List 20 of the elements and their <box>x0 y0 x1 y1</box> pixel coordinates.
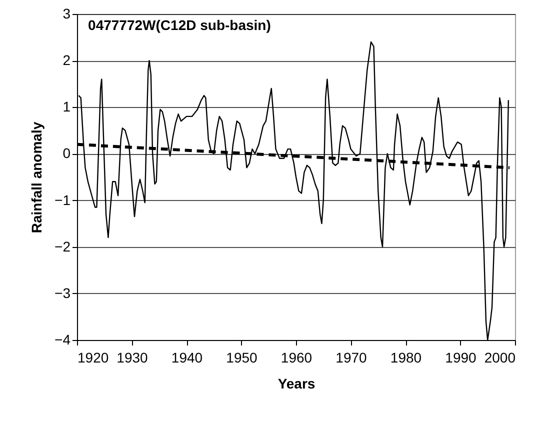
y-tick-label: −3 <box>54 284 71 301</box>
chart-title: 0477772W(C12D sub-basin) <box>88 17 271 33</box>
x-tick-label: 1960 <box>280 350 312 366</box>
x-tick-label: 1940 <box>171 350 203 366</box>
x-tick-label: 1950 <box>226 350 258 366</box>
y-tick-label: −4 <box>54 332 71 348</box>
y-tick-label: −2 <box>54 238 71 254</box>
x-tick-label: 1980 <box>390 350 422 366</box>
y-tick-label: −1 <box>54 192 71 208</box>
x-axis-title: Years <box>278 376 316 392</box>
y-tick-label: 2 <box>62 52 71 68</box>
x-tick-label: 1990 <box>445 350 477 366</box>
y-axis-title: Rainfall anomaly <box>28 122 45 234</box>
x-tick-label: 1970 <box>336 350 368 366</box>
y-tick-label: 3 <box>62 6 71 22</box>
x-tick-label: 1920 <box>78 350 109 366</box>
x-tick-label: 1930 <box>116 350 148 366</box>
y-tick-label: 1 <box>62 98 71 115</box>
y-tick-label: 0 <box>62 145 71 162</box>
x-tick-label: 2000 <box>484 350 516 366</box>
